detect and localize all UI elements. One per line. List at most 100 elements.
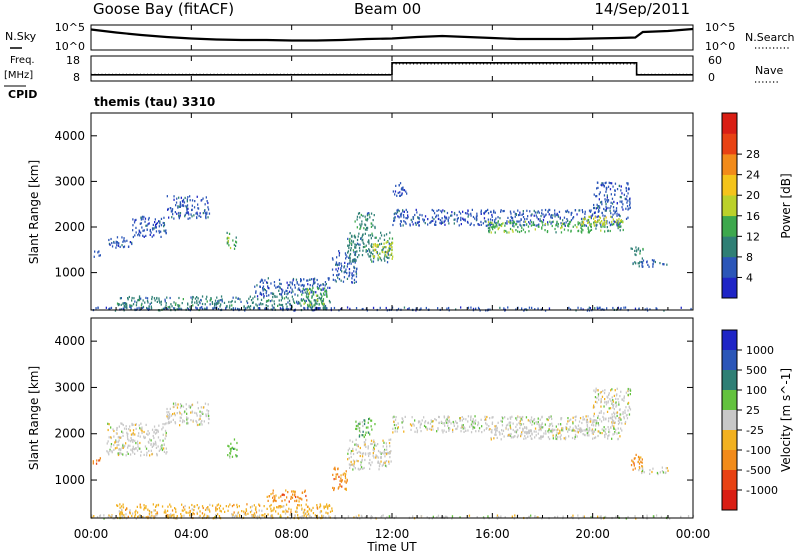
power-colorbar-tick: 12 bbox=[746, 230, 760, 243]
time-tick-label: 08:00 bbox=[274, 527, 309, 541]
velocity-colorbar-segment bbox=[722, 450, 737, 471]
power-band bbox=[593, 181, 631, 211]
power-band bbox=[93, 250, 101, 258]
velocity-colorbar-segment bbox=[722, 430, 737, 451]
power-colorbar-segment bbox=[722, 236, 737, 258]
time-tick-label: 20:00 bbox=[575, 527, 610, 541]
freq-tick-high: 18 bbox=[66, 54, 80, 67]
velocity-band bbox=[347, 438, 392, 471]
velocity-colorbar-tick: 1000 bbox=[746, 344, 774, 357]
velocity-colorbar-tick: 500 bbox=[746, 364, 767, 377]
nsky-series-line bbox=[90, 27, 694, 42]
time-tick-label: 04:00 bbox=[174, 527, 209, 541]
power-band bbox=[132, 215, 167, 239]
nave-tick-high: 60 bbox=[708, 54, 722, 67]
frequency-panel: Freq. [MHz] 18 8 60 0 Nave CPID themis (… bbox=[4, 54, 783, 109]
velocity-band bbox=[355, 417, 376, 439]
power-panel: 1000 2000 3000 4000 Slant Range [km] 4 8 12 16… bbox=[27, 112, 793, 312]
freq-label-line2: [MHz] bbox=[4, 70, 33, 81]
power-colorbar-segment bbox=[722, 277, 737, 299]
power-colorbar-tick: 24 bbox=[746, 169, 760, 182]
nsky-tick-low: 10^0 bbox=[55, 40, 85, 53]
velocity-band bbox=[106, 422, 168, 457]
power-colorbar-segment bbox=[722, 154, 737, 175]
nave-label: Nave bbox=[755, 64, 783, 77]
velocity-colorbar-segment bbox=[722, 490, 737, 511]
power-band bbox=[116, 295, 331, 312]
velocity-colorbar-segment bbox=[722, 330, 737, 351]
velocity-band bbox=[488, 426, 622, 441]
freq-tick-low: 8 bbox=[73, 71, 80, 84]
time-axis-label: Time UT bbox=[366, 540, 417, 554]
power-colorbar-segment bbox=[722, 174, 737, 196]
power-band bbox=[108, 236, 133, 249]
velocity-colorbar-label: Velocity [m s^-1] bbox=[779, 368, 793, 472]
velocity-band bbox=[592, 387, 632, 418]
power-band bbox=[347, 231, 394, 264]
noise-panel: N.Sky 10^5 10^0 10^5 10^0 N.Search bbox=[5, 21, 795, 53]
velocity-band bbox=[332, 466, 348, 492]
velocity-ylabel: Slant Range [km] bbox=[27, 366, 41, 470]
power-band bbox=[638, 259, 668, 268]
nsky-tick-high: 10^5 bbox=[55, 21, 85, 34]
power-colorbar-tick: 8 bbox=[746, 251, 753, 264]
power-colorbar-segment bbox=[722, 215, 737, 237]
velocity-colorbar-tick: -500 bbox=[746, 464, 771, 477]
power-colorbar-tick: 4 bbox=[746, 271, 753, 284]
time-tick-label: 16:00 bbox=[475, 527, 510, 541]
power-band bbox=[226, 231, 238, 250]
velocity-band bbox=[638, 466, 669, 476]
program-name: themis (tau) 3310 bbox=[94, 95, 215, 109]
power-colorbar-tick: 28 bbox=[746, 148, 760, 161]
velocity-colorbar-tick: 100 bbox=[746, 384, 767, 397]
power-colorbar-segment bbox=[722, 133, 737, 155]
power-colorbar-segment bbox=[722, 113, 737, 134]
power-band bbox=[487, 220, 624, 234]
velocity-colorbar-segment bbox=[722, 350, 737, 371]
velocity-band bbox=[227, 438, 238, 459]
power-band bbox=[254, 277, 331, 298]
velocity-colorbar-tick: -1000 bbox=[746, 484, 778, 497]
velocity-colorbar-tick: -100 bbox=[746, 444, 771, 457]
velocity-ytick-label: 4000 bbox=[54, 334, 85, 348]
nsearch-tick-high: 10^5 bbox=[705, 21, 735, 34]
date-title: 14/Sep/2011 bbox=[594, 0, 690, 18]
power-ytick-label: 1000 bbox=[54, 266, 85, 280]
power-colorbar-segment bbox=[722, 195, 737, 217]
time-tick-label: 12:00 bbox=[375, 527, 410, 541]
power-band bbox=[580, 215, 624, 227]
nave-tick-low: 0 bbox=[708, 71, 715, 84]
velocity-band bbox=[266, 489, 308, 503]
power-ytick-label: 4000 bbox=[54, 129, 85, 143]
velocity-colorbar-segment bbox=[722, 370, 737, 391]
freq-label-line1: Freq. bbox=[10, 55, 35, 66]
power-band bbox=[299, 286, 328, 307]
power-colorbar-segment bbox=[722, 256, 737, 278]
power-ylabel: Slant Range [km] bbox=[27, 160, 41, 264]
velocity-colorbar-tick: 25 bbox=[746, 404, 760, 417]
velocity-band bbox=[92, 457, 101, 465]
velocity-colorbar-segment bbox=[722, 470, 737, 491]
cpid-label: CPID bbox=[8, 88, 37, 101]
power-colorbar-label: Power [dB] bbox=[779, 173, 793, 238]
time-tick-label: 00:00 bbox=[676, 527, 711, 541]
power-ytick-label: 2000 bbox=[54, 220, 85, 234]
power-band bbox=[372, 240, 394, 260]
nsky-label: N.Sky bbox=[5, 30, 37, 43]
power-band bbox=[630, 246, 644, 266]
power-band bbox=[331, 250, 358, 284]
velocity-ytick-label: 3000 bbox=[54, 380, 85, 394]
power-ytick-label: 3000 bbox=[54, 174, 85, 188]
power-band bbox=[392, 182, 408, 197]
power-colorbar-tick: 20 bbox=[746, 189, 760, 202]
velocity-colorbar-tick: -25 bbox=[746, 424, 764, 437]
velocity-colorbar-segment bbox=[722, 410, 737, 431]
time-tick-label: 00:00 bbox=[74, 527, 109, 541]
velocity-band bbox=[630, 453, 644, 471]
power-band bbox=[166, 195, 211, 220]
velocity-band bbox=[392, 415, 629, 434]
velocity-colorbar-segment bbox=[722, 390, 737, 411]
power-colorbar-tick: 16 bbox=[746, 210, 760, 223]
station-title: Goose Bay (fitACF) bbox=[93, 0, 235, 18]
